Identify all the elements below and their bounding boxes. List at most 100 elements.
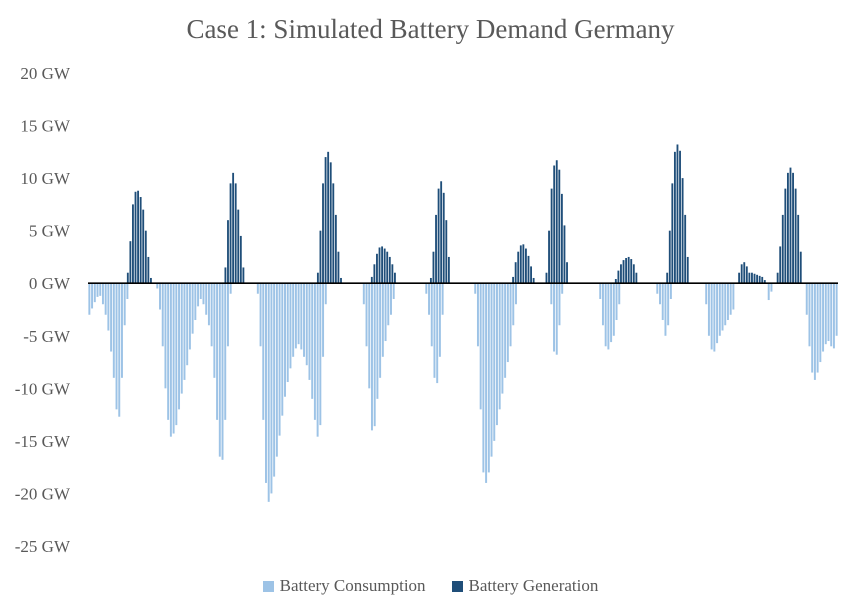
consumption-bar — [213, 283, 216, 378]
consumption-bar — [615, 283, 618, 321]
legend-swatch-generation — [451, 580, 463, 592]
consumption-bar — [387, 283, 390, 326]
generation-bar — [686, 256, 689, 284]
consumption-bar — [822, 283, 825, 352]
consumption-bar — [555, 283, 558, 355]
consumption-bar — [661, 283, 664, 321]
consumption-bar — [729, 283, 732, 315]
generation-bar — [620, 264, 622, 284]
consumption-bar — [561, 283, 564, 294]
consumption-bar — [289, 283, 292, 369]
y-tick-label: -10 GW — [15, 379, 71, 398]
generation-bar — [137, 190, 140, 284]
generation-bar — [792, 172, 794, 284]
generation-bar — [383, 248, 386, 284]
consumption-bar — [362, 283, 365, 305]
consumption-bar — [308, 283, 311, 380]
consumption-bar — [392, 283, 395, 299]
generation-bar — [512, 276, 515, 284]
consumption-bar — [669, 283, 672, 299]
generation-bar — [668, 230, 671, 284]
generation-bar — [234, 183, 237, 284]
consumption-bar — [159, 283, 161, 310]
generation-bar — [679, 150, 681, 284]
consumption-bar — [430, 283, 433, 347]
consumption-bar — [164, 283, 167, 389]
consumption-bar — [207, 283, 210, 326]
generation-bar — [753, 273, 756, 284]
consumption-bar — [504, 283, 507, 378]
generation-bar — [784, 188, 787, 284]
generation-bar — [322, 183, 324, 284]
generation-bar — [548, 230, 550, 284]
generation-bar — [435, 214, 437, 284]
consumption-bar — [194, 283, 197, 321]
consumption-bar — [428, 283, 431, 315]
consumption-bar — [110, 283, 113, 352]
generation-bar — [144, 230, 147, 284]
consumption-bar — [118, 283, 121, 417]
consumption-bar — [659, 283, 661, 305]
consumption-bar — [373, 283, 376, 427]
generation-bar — [337, 251, 340, 284]
generation-bar — [558, 169, 561, 284]
generation-bar — [391, 264, 394, 284]
consumption-bar — [438, 283, 441, 357]
generation-bar — [373, 264, 376, 284]
y-tick-label: -20 GW — [15, 484, 71, 503]
consumption-bar — [550, 283, 553, 305]
generation-bar — [530, 266, 532, 284]
consumption-bar — [316, 283, 319, 437]
generation-bar — [514, 262, 517, 284]
consumption-bar — [221, 283, 224, 460]
consumption-bar — [379, 283, 382, 378]
generation-bar — [319, 230, 322, 284]
consumption-bar — [656, 283, 659, 294]
generation-bar — [237, 209, 240, 284]
consumption-bar — [226, 283, 229, 347]
y-tick-label: -15 GW — [15, 432, 71, 451]
generation-bar — [666, 272, 669, 284]
consumption-bar — [770, 283, 773, 292]
consumption-bar — [721, 283, 724, 331]
consumption-bar — [161, 283, 164, 347]
y-tick-label: 0 GW — [29, 274, 71, 293]
generation-bar — [126, 272, 129, 284]
consumption-bar — [199, 283, 202, 299]
consumption-bar — [808, 283, 811, 347]
consumption-bar — [599, 283, 602, 299]
consumption-bar — [294, 283, 297, 349]
generation-bar — [625, 258, 628, 284]
generation-bar — [748, 272, 751, 284]
consumption-bar — [601, 283, 604, 326]
consumption-bar — [99, 283, 102, 296]
consumption-bar — [474, 283, 477, 294]
generation-bar — [432, 251, 435, 284]
consumption-bar — [607, 283, 610, 350]
generation-bar — [386, 251, 389, 284]
consumption-bar — [604, 283, 607, 347]
consumption-bar — [482, 283, 485, 473]
generation-bar — [786, 172, 789, 284]
consumption-bar — [259, 283, 262, 347]
consumption-bar — [832, 283, 835, 349]
generation-bar — [150, 277, 152, 284]
consumption-bar — [115, 283, 118, 410]
consumption-bar — [188, 283, 191, 350]
consumption-bar — [710, 283, 713, 350]
legend-swatch-consumption — [262, 580, 274, 592]
generation-bar — [517, 251, 520, 284]
consumption-bar — [618, 283, 621, 305]
generation-bar — [740, 264, 743, 284]
consumption-bar — [705, 283, 708, 305]
consumption-bar — [819, 283, 822, 363]
consumption-bar — [104, 283, 107, 315]
consumption-bar — [553, 283, 556, 352]
generation-bar — [617, 270, 620, 284]
generation-bar — [388, 256, 391, 284]
consumption-bar — [724, 283, 727, 326]
generation-bar — [781, 214, 784, 284]
generation-bar — [224, 267, 227, 284]
generation-bar — [329, 162, 332, 284]
consumption-bar — [175, 283, 178, 426]
